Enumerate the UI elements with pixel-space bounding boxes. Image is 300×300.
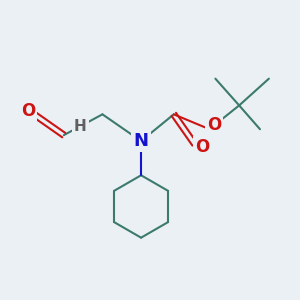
Text: N: N — [134, 132, 148, 150]
Text: O: O — [207, 116, 221, 134]
Text: O: O — [21, 102, 35, 120]
Text: H: H — [74, 119, 86, 134]
Text: O: O — [195, 138, 209, 156]
